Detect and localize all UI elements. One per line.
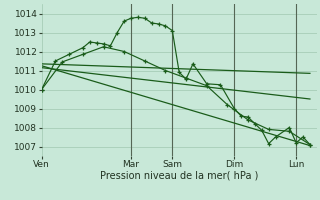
X-axis label: Pression niveau de la mer( hPa ): Pression niveau de la mer( hPa ) [100,171,258,181]
